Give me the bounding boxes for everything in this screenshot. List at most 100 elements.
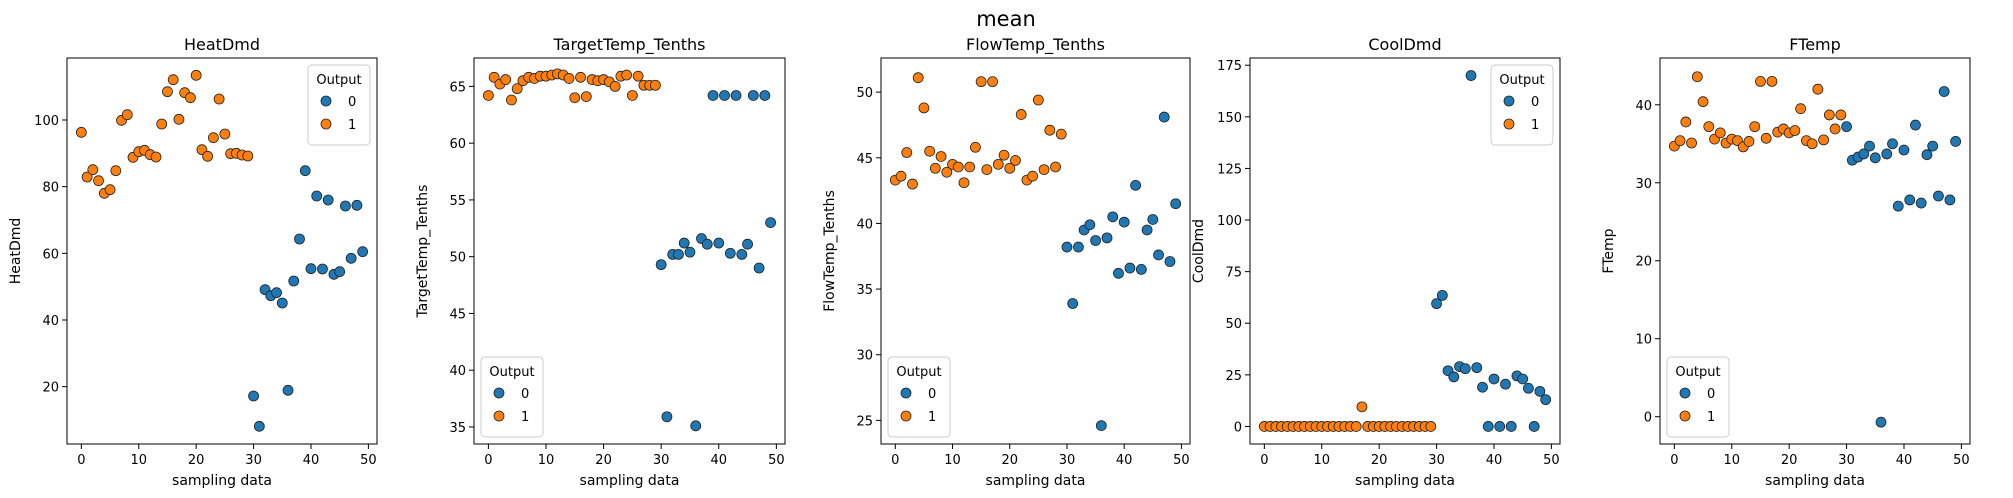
y-tick-label: 35 — [856, 283, 873, 298]
data-point-output-0 — [1153, 249, 1164, 261]
x-tick-label: 50 — [1173, 453, 1190, 468]
data-point-output-1 — [1829, 123, 1841, 135]
y-tick-label: 30 — [1635, 177, 1652, 192]
y-tick-label: 80 — [42, 181, 59, 196]
data-point-output-0 — [317, 263, 328, 275]
data-point-output-1 — [918, 102, 930, 114]
data-point-output-0 — [1095, 420, 1107, 432]
data-point-output-1 — [964, 161, 976, 173]
figure-suptitle: mean — [976, 7, 1036, 31]
x-tick-label: 20 — [1371, 453, 1388, 468]
x-axis-label: sampling data — [1765, 473, 1865, 489]
x-tick-label: 40 — [1116, 453, 1133, 468]
data-point-output-1 — [93, 175, 104, 187]
data-point-output-1 — [621, 69, 633, 81]
data-point-output-1 — [924, 145, 936, 157]
legend-label: 1 — [521, 410, 529, 425]
data-point-output-1 — [1835, 109, 1847, 121]
data-point-output-0 — [1904, 194, 1916, 206]
legend-label: 1 — [348, 118, 356, 133]
x-tick-label: 10 — [1313, 453, 1330, 468]
data-point-output-1 — [952, 161, 964, 173]
y-tick-label: 40 — [449, 364, 466, 379]
data-point-output-1 — [1350, 421, 1362, 432]
data-point-output-0 — [282, 384, 294, 396]
legend-title: Output — [1675, 365, 1720, 380]
data-point-output-1 — [1691, 71, 1703, 83]
legend-marker-0 — [493, 387, 505, 399]
data-point-output-0 — [1505, 421, 1517, 432]
data-point-output-0 — [1135, 263, 1147, 275]
data-point-output-1 — [901, 147, 913, 158]
data-point-output-0 — [1898, 144, 1910, 156]
y-tick-label: 0 — [1234, 420, 1242, 435]
subplot-title: FTemp — [1789, 35, 1841, 54]
legend: Output 0 1 — [1666, 356, 1730, 438]
data-point-output-0 — [1933, 190, 1944, 202]
data-point-output-1 — [650, 79, 661, 91]
data-point-output-0 — [1477, 381, 1488, 393]
x-tick-label: 50 — [360, 453, 377, 468]
data-point-output-0 — [1950, 136, 1962, 147]
data-point-output-0 — [1170, 198, 1182, 210]
data-point-output-1 — [1356, 401, 1368, 413]
data-point-output-0 — [1073, 241, 1084, 253]
data-point-output-0 — [1938, 86, 1950, 97]
data-point-output-0 — [1482, 421, 1494, 432]
legend: Output 0 1 — [887, 356, 951, 438]
y-tick-label: 20 — [42, 381, 59, 396]
legend: Output 0 1 — [1490, 64, 1554, 146]
x-tick-label: 30 — [245, 453, 262, 468]
data-point-output-1 — [1703, 121, 1715, 133]
data-point-output-1 — [912, 72, 924, 84]
legend-label: 0 — [1531, 95, 1539, 110]
data-point-output-1 — [1789, 125, 1801, 136]
data-point-output-0 — [351, 199, 363, 211]
data-point-output-0 — [288, 275, 300, 287]
y-tick-label: 40 — [856, 217, 873, 232]
legend-title: Output — [1499, 73, 1544, 88]
x-tick-label: 20 — [1781, 453, 1798, 468]
data-point-output-0 — [1921, 149, 1933, 161]
data-point-output-1 — [482, 90, 494, 101]
legend-marker-0 — [1503, 95, 1515, 107]
x-tick-label: 20 — [188, 453, 205, 468]
legend-marker-1 — [493, 410, 505, 422]
data-point-output-1 — [219, 128, 231, 140]
data-point-output-1 — [626, 90, 638, 101]
data-point-output-0 — [1887, 138, 1898, 150]
data-point-output-1 — [202, 150, 214, 162]
x-tick-label: 30 — [1838, 453, 1855, 468]
legend-label: 0 — [1707, 387, 1715, 402]
data-point-output-0 — [340, 200, 351, 212]
y-axis-label: FTemp — [1601, 228, 1617, 273]
legend-label: 0 — [348, 95, 356, 110]
data-point-output-0 — [747, 90, 759, 101]
data-point-output-1 — [1027, 170, 1039, 182]
x-tick-label: 20 — [1001, 453, 1018, 468]
data-point-output-1 — [563, 73, 575, 84]
data-point-output-1 — [1766, 75, 1778, 87]
legend-title: Output — [316, 73, 361, 88]
x-tick-label: 0 — [891, 453, 899, 468]
x-axis-label: sampling data — [1355, 473, 1455, 489]
data-point-output-0 — [1459, 363, 1471, 375]
x-tick-label: 40 — [1486, 453, 1503, 468]
data-point-output-0 — [736, 249, 748, 260]
subplot-title: HeatDmd — [184, 35, 260, 54]
data-point-output-0 — [1067, 298, 1079, 309]
x-tick-label: 30 — [653, 453, 670, 468]
data-point-output-0 — [1158, 111, 1170, 123]
data-point-output-0 — [724, 247, 736, 259]
y-tick-label: 175 — [1217, 59, 1242, 74]
data-point-output-0 — [1084, 219, 1096, 231]
x-tick-label: 30 — [1059, 453, 1076, 468]
data-point-output-1 — [580, 91, 592, 102]
data-point-output-0 — [1528, 421, 1540, 432]
data-point-output-0 — [1869, 152, 1881, 164]
x-axis-label: sampling data — [580, 473, 680, 489]
subplot-title: TargetTemp_Tenths — [553, 35, 706, 55]
data-point-output-0 — [1130, 179, 1142, 191]
